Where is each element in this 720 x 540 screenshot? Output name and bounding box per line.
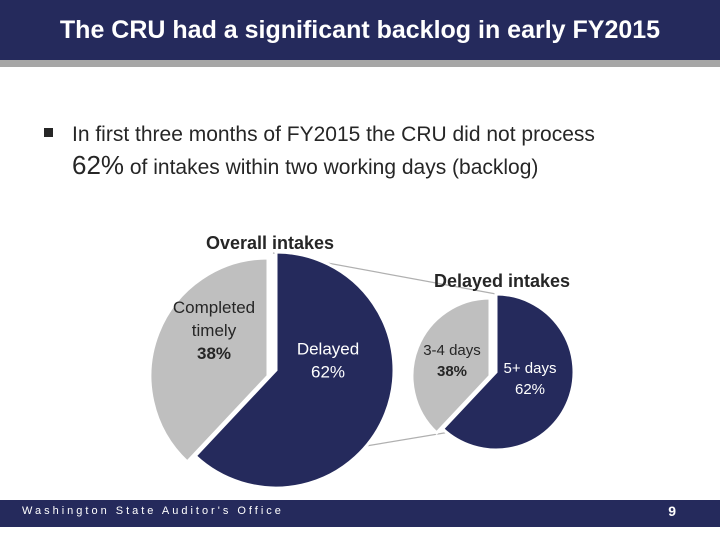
footer-bar [0, 500, 720, 527]
slice-name-label: timely [192, 321, 237, 340]
pie-slice-delayed [193, 250, 396, 490]
slice-name-label: Completed [173, 298, 255, 317]
slice-name-label: Delayed [297, 339, 359, 358]
slice-value-label: 38% [197, 344, 231, 363]
footer-org: Washington State Auditor's Office [22, 505, 284, 517]
slide-title: The CRU had a significant backlog in ear… [59, 15, 661, 44]
bullet-point: In first three months of FY2015 the CRU … [44, 120, 694, 183]
overall-intakes-pie: Overall intakes Completed timely 38% Delayed… [148, 233, 396, 490]
title-divider [0, 60, 720, 67]
pie-title: Delayed intakes [434, 271, 570, 291]
pie-slice-5plus-days [440, 292, 576, 452]
bullet-text-before: In first three months of FY2015 the CRU … [72, 123, 595, 146]
slide-title-bar: The CRU had a significant backlog in ear… [0, 0, 720, 60]
pie-slice-completed-timely [148, 256, 270, 465]
delayed-intakes-pie: Delayed intakes 3-4 days 38% 5+ days 62% [410, 271, 576, 452]
bullet-text: In first three months of FY2015 the CRU … [72, 120, 694, 183]
bullet-text-after: of intakes within two working days (back… [124, 156, 539, 179]
bullet-highlight-percent: 62% [72, 150, 125, 180]
pie-title: Overall intakes [206, 233, 334, 253]
slice-value-label: 38% [437, 363, 467, 380]
slice-name-label: 5+ days [504, 360, 557, 377]
slice-value-label: 62% [311, 362, 345, 381]
page-number: 9 [668, 503, 676, 519]
slice-value-label: 62% [515, 381, 545, 398]
pie-slice-3-4-days [410, 296, 492, 435]
square-bullet-icon [44, 128, 53, 137]
slice-name-label: 3-4 days [423, 342, 481, 359]
